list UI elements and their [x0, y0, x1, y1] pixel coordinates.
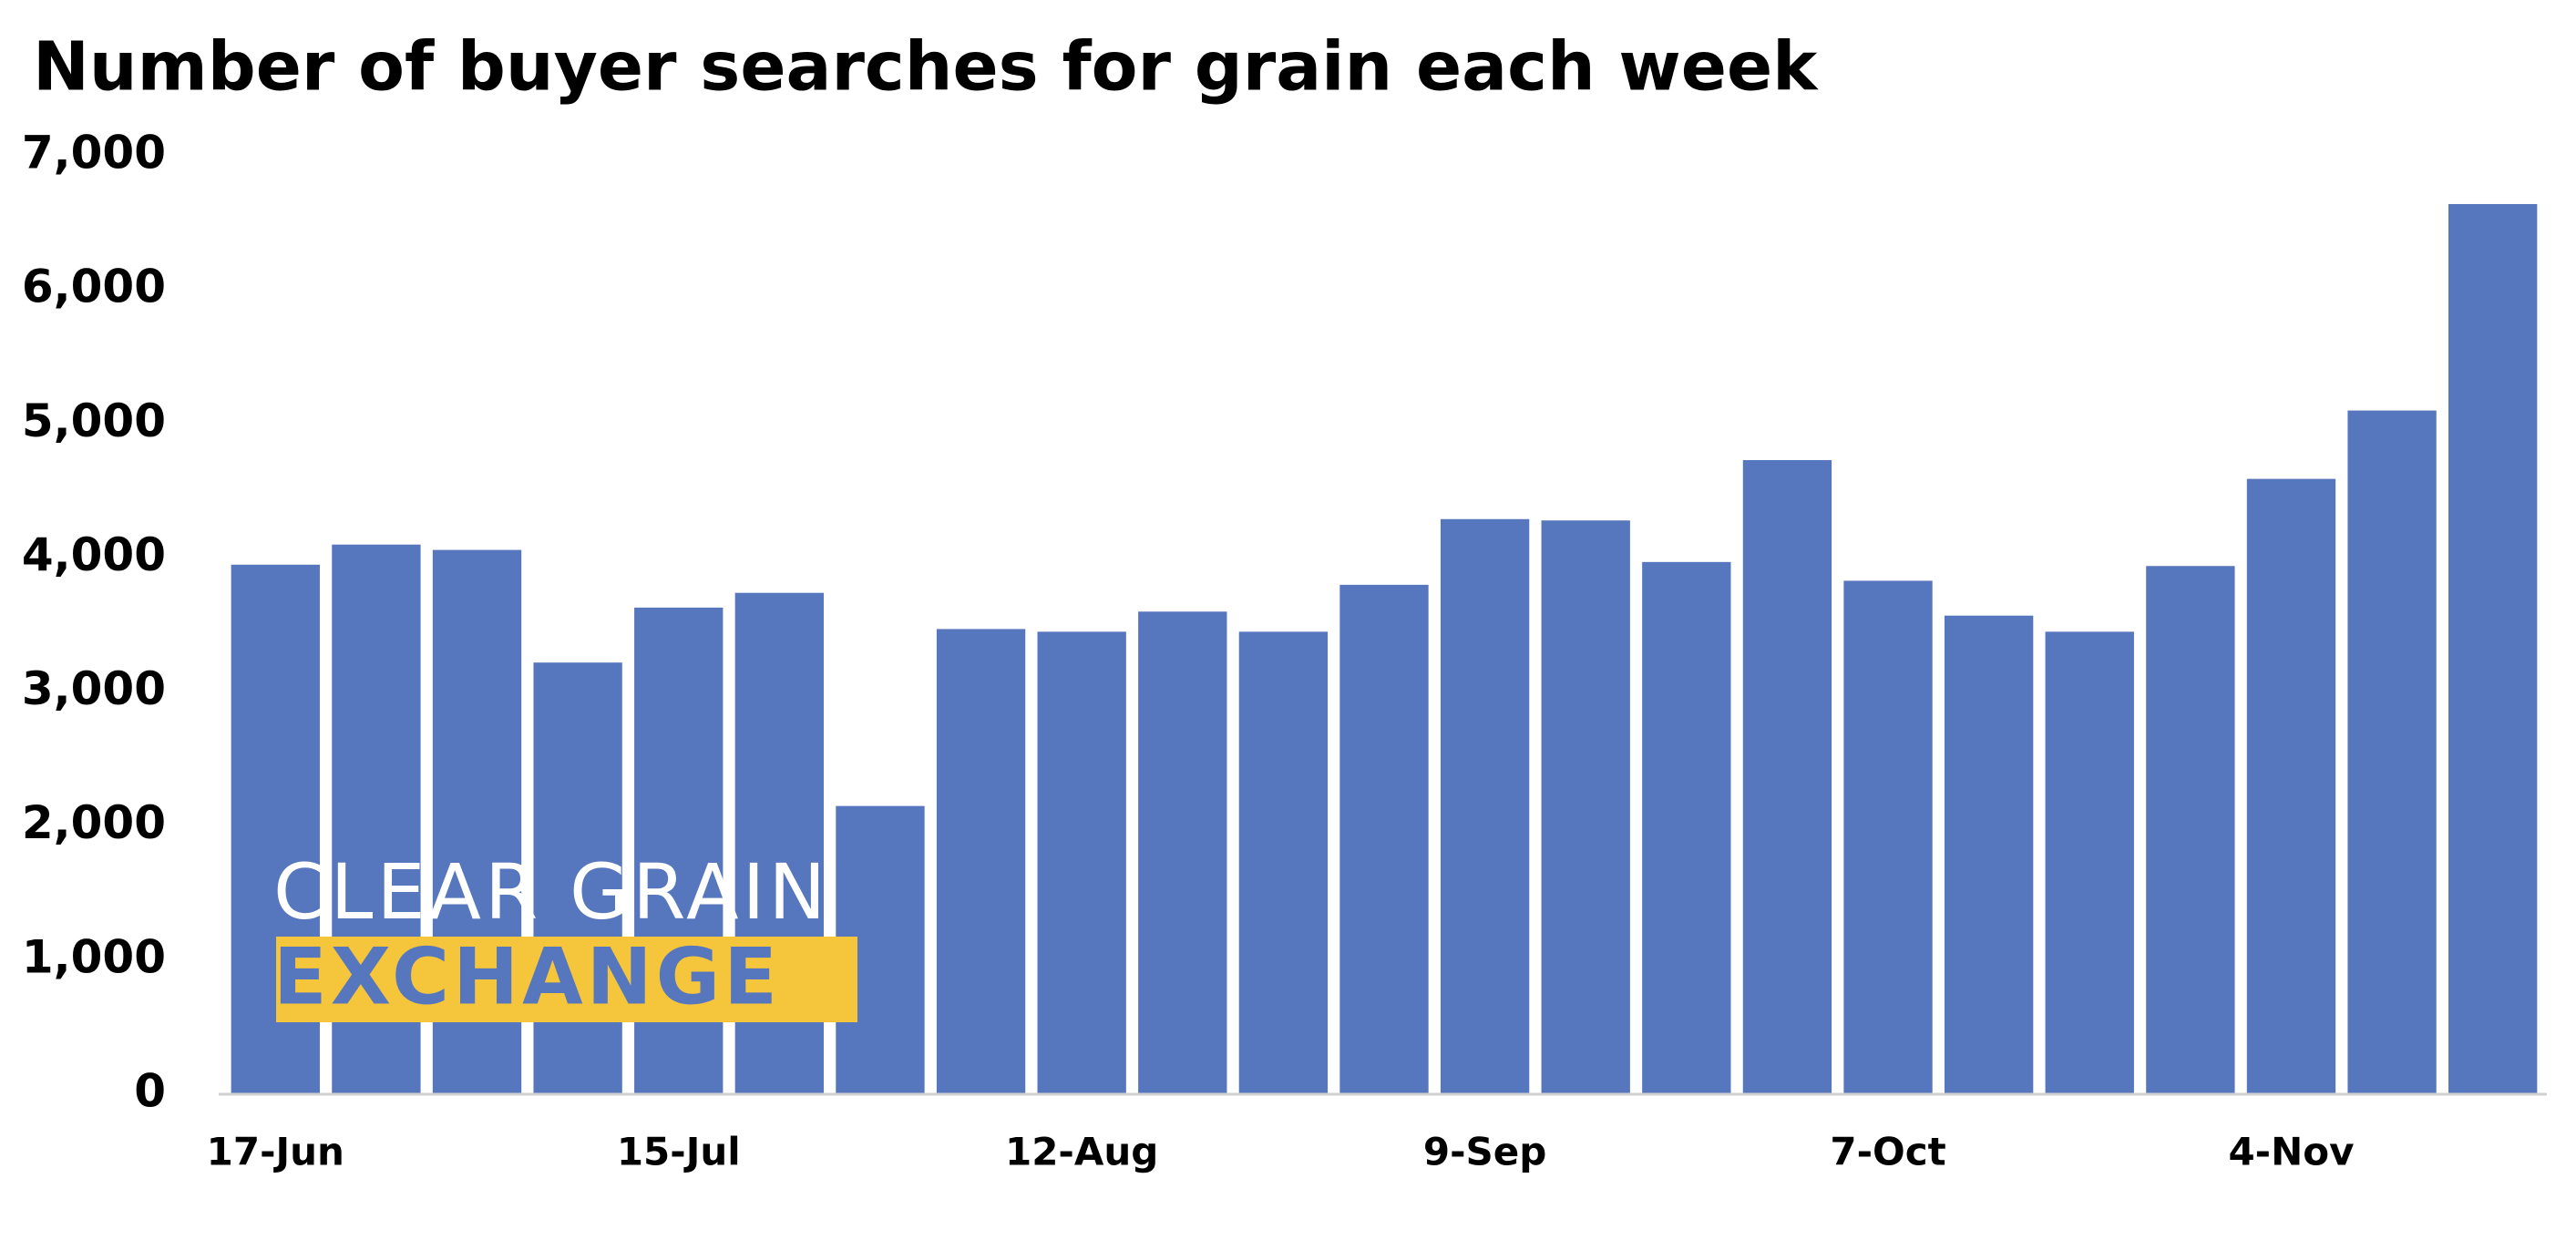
bar: [533, 662, 622, 1094]
x-tick-label: 4-Nov: [2228, 1130, 2354, 1174]
bar: [1037, 631, 1126, 1094]
bar: [1541, 520, 1630, 1094]
bar: [1238, 631, 1329, 1094]
y-tick-label: 4,000: [22, 528, 166, 581]
bar: [1944, 615, 2034, 1094]
bar: [2448, 203, 2538, 1094]
bar: [1642, 561, 1731, 1094]
y-tick-label: 3,000: [22, 662, 166, 715]
bar: [1742, 460, 1832, 1094]
logo-line2: EXCHANGE: [273, 931, 781, 1022]
logo-band: [276, 937, 857, 1022]
bar: [2246, 478, 2336, 1094]
logo: CLEAR GRAIN EXCHANGE: [273, 847, 857, 1022]
bar: [1440, 518, 1530, 1094]
y-tick-label: 1,000: [22, 930, 166, 983]
y-tick-label: 7,000: [22, 127, 166, 179]
x-tick-label: 7-Oct: [1830, 1130, 1945, 1174]
y-tick-label: 2,000: [22, 796, 166, 849]
x-tick-label: 12-Aug: [1005, 1130, 1158, 1174]
y-tick-label: 6,000: [22, 261, 166, 313]
x-tick-label: 17-Jun: [207, 1130, 344, 1174]
y-tick-label: 5,000: [22, 395, 166, 447]
bar: [2045, 631, 2134, 1094]
bar: [1843, 580, 1933, 1094]
bar: [2347, 410, 2437, 1095]
bar: [936, 629, 1026, 1094]
y-tick-label: 0: [134, 1065, 166, 1118]
logo-line1: CLEAR GRAIN: [273, 847, 829, 937]
x-tick-label: 15-Jul: [617, 1130, 741, 1174]
chart-title: Number of buyer searches for grain each …: [33, 28, 1819, 107]
bar: [1339, 584, 1429, 1094]
bar: [1138, 611, 1227, 1094]
x-tick-label: 9-Sep: [1423, 1130, 1546, 1174]
bar: [2146, 566, 2235, 1094]
